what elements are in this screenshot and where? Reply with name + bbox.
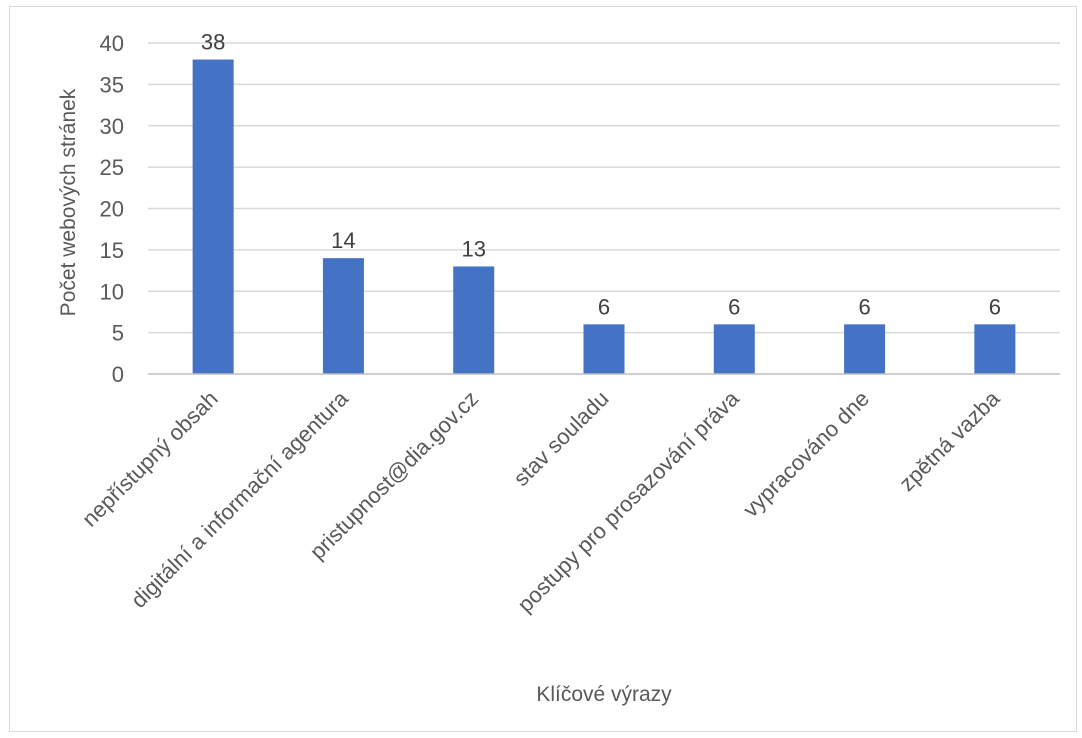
bars (192, 59, 1016, 375)
y-axis-title: Počet webových stránek (57, 88, 80, 316)
bar (322, 258, 364, 374)
data-label: 38 (201, 30, 225, 55)
x-category-label: stav souladu (509, 386, 614, 491)
gridlines (148, 42, 1060, 334)
x-category-label: zpětná vazba (894, 385, 1005, 496)
data-label: 6 (598, 294, 610, 319)
bar (974, 324, 1016, 374)
y-tick-label: 25 (100, 155, 124, 180)
y-tick-label: 20 (100, 197, 124, 222)
data-label: 13 (461, 236, 485, 261)
y-tick-label: 15 (100, 238, 124, 263)
y-tick-label: 0 (112, 362, 124, 387)
bar (583, 324, 625, 374)
y-tick-label: 30 (100, 114, 124, 139)
bar (844, 324, 886, 374)
data-label: 14 (331, 228, 355, 253)
y-tick-label: 35 (100, 72, 124, 97)
data-label: 6 (858, 294, 870, 319)
y-tick-label: 5 (112, 321, 124, 346)
y-tick-label: 10 (100, 279, 124, 304)
data-label: 6 (989, 294, 1001, 319)
x-category-label: postupy pro prosazování práva (513, 385, 745, 617)
bar (192, 59, 234, 375)
chart-frame (9, 6, 1077, 732)
x-category-label: nepřístupný obsah (77, 386, 223, 532)
bar (453, 266, 495, 374)
data-labels: 38 14 13 6 6 6 6 (201, 30, 1001, 320)
y-tick-label: 40 (100, 31, 124, 56)
x-category-label: vypracováno dne (738, 386, 874, 522)
data-label: 6 (728, 294, 740, 319)
y-axis-ticks: 0 5 10 15 20 25 30 35 40 (100, 31, 124, 387)
x-category-label: digitální a informační agentura (126, 385, 353, 612)
x-axis-title: Klíčové výrazy (536, 683, 672, 706)
bar (713, 324, 755, 374)
